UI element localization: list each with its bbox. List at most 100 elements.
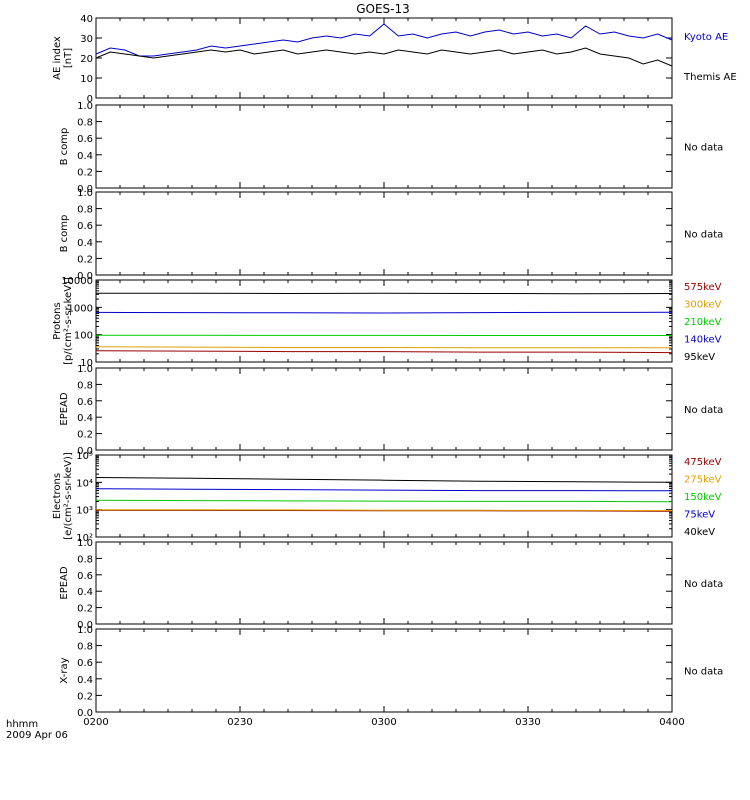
panel-bcomp1: 0.0 0.2 0.4 0.6 0.8 1.0 B comp No data [59,101,723,195]
series-line-95kev [95,292,673,295]
y-tick-label: 10000 [61,276,93,287]
legend-entry: 140keV [684,335,722,346]
panel-frame [95,104,673,189]
panel-frame [95,541,673,625]
y-tick-label: 0.6 [77,658,93,669]
y-axis-label: X-ray [59,657,70,683]
no-data-label: No data [684,143,723,154]
y-tick-label: 0.2 [77,691,93,702]
y-tick-label: 0.4 [77,675,93,686]
time-axis-label: hhmm [6,719,38,730]
x-tick-label: 0330 [515,717,540,728]
legend-entry: 475keV [684,457,722,468]
legend-entry: 575keV [684,282,722,293]
y-axis-label: AE index [52,36,63,80]
panel-frame [95,191,673,276]
y-axis-label: Electrons [52,473,63,519]
y-tick-label: 0.6 [77,221,93,232]
panel-frame [95,454,673,538]
y-tick-label: 0.2 [77,167,93,178]
y-tick-label: 0.8 [77,554,93,565]
no-data-label: No data [684,230,723,241]
series-line-75kev [95,488,673,492]
y-axis-label: B comp [59,128,70,166]
y-tick-label: 0.0 [77,184,93,195]
legend-entry: 275keV [684,475,722,486]
series-line-kyoto-ae [95,23,673,57]
y-tick-label: 30 [80,34,93,45]
y-tick-label: 0.8 [77,118,93,129]
y-axis-label: EPEAD [59,392,70,426]
panel-frame [95,279,673,363]
legend-entry: Kyoto AE [684,32,728,43]
y-tick-label: 0.4 [77,413,93,424]
legend-entry: 40keV [684,527,715,538]
y-tick-label: 0.2 [77,430,93,441]
series-line-40kev [95,477,673,483]
y-tick-label: 40 [80,14,93,25]
no-data-label: No data [684,405,723,416]
legend-entry: 150keV [684,492,722,503]
y-tick-label: 0.0 [77,620,93,631]
y-tick-label: 0.0 [77,446,93,457]
series-line-150kev [95,499,673,503]
y-tick-label: 0.6 [77,571,93,582]
series-line-300kev [95,346,672,349]
panel-electrons: 10² 10³ 10⁴ 10⁵ Electrons [e/(cm²-s-sr-keV)] 4… [52,451,722,544]
panel-frame [95,367,673,451]
x-tick-label: 0200 [83,717,108,728]
y-axis-label: [nT] [63,48,74,68]
y-tick-label: 0.8 [77,642,93,653]
y-tick-label: 10⁵ [76,451,93,462]
chart-title: GOES-13 [356,2,410,16]
y-tick-label: 0.4 [77,238,93,249]
y-tick-label: 20 [80,54,93,65]
y-tick-label: 10² [76,533,93,544]
x-tick-label: 0400 [659,717,684,728]
y-tick-label: 0.6 [77,134,93,145]
y-tick-label: 0.4 [77,151,93,162]
panel-frame [95,628,673,713]
legend-entry: 95keV [684,352,715,363]
legend-entry: Themis AE [683,72,737,83]
y-tick-label: 0.4 [77,587,93,598]
y-tick-label: 0.0 [77,708,93,719]
y-tick-label: 1.0 [77,625,93,636]
series-line-575kev [95,350,673,354]
y-tick-label: 0.6 [77,397,93,408]
panel-epead1: 0.0 0.2 0.4 0.6 0.8 1.0 EPEAD No data [59,364,723,457]
y-axis-label: B comp [59,215,70,253]
y-tick-label: 100 [74,331,93,342]
y-axis-label: Protons [52,302,63,339]
panel-protons: 10 100 1000 10000 Protons [p/(cm²-s-sr-keV)] 5… [52,276,722,369]
no-data-label: No data [684,667,723,678]
y-tick-label: 0 [87,94,93,105]
no-data-label: No data [684,579,723,590]
series-line-themis-ae [95,47,673,67]
y-axis-label: [e/(cm²-s-sr-keV)] [63,452,74,540]
x-tick-label: 0230 [227,717,252,728]
y-tick-label: 10⁴ [76,478,93,489]
series-line-140kev [95,311,673,314]
y-tick-label: 10³ [76,506,93,517]
y-tick-label: 1.0 [77,188,93,199]
panel-epead2: 0.0 0.2 0.4 0.6 0.8 1.0 EPEAD No data [59,538,723,631]
y-tick-label: 1000 [68,303,93,314]
series-line-275kev [95,509,673,511]
y-tick-label: 1.0 [77,538,93,549]
y-tick-label: 0.8 [77,205,93,216]
y-tick-label: 0.8 [77,380,93,391]
plot-panels: 0 10 20 30 40 AE index [nT] Kyoto AE Themis AE 0.… [52,14,737,719]
panel-frame [95,17,673,99]
y-tick-label: 10 [80,358,93,369]
y-tick-label: 10 [80,74,93,85]
x-tick-label: 0300 [371,717,396,728]
time-axis: 0200 0230 0300 0330 0400 [83,717,684,728]
legend-entry: 210keV [684,317,722,328]
legend-entry: 75keV [684,510,715,521]
y-tick-label: 0.2 [77,254,93,265]
panel-bcomp2: 0.0 0.2 0.4 0.6 0.8 1.0 B comp No data [59,188,723,282]
y-axis-label: EPEAD [59,566,70,600]
y-tick-label: 1.0 [77,101,93,112]
